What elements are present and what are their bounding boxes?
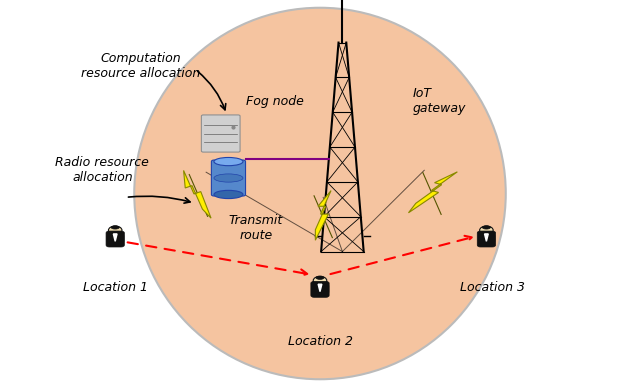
Polygon shape (492, 235, 494, 241)
Ellipse shape (134, 8, 506, 379)
Circle shape (313, 276, 327, 284)
Polygon shape (184, 170, 211, 218)
Text: Fog node: Fog node (246, 95, 304, 108)
Polygon shape (484, 234, 488, 241)
Text: Location 1: Location 1 (83, 281, 148, 294)
Ellipse shape (214, 174, 243, 182)
Text: Location 3: Location 3 (460, 281, 525, 294)
FancyBboxPatch shape (477, 231, 495, 247)
Polygon shape (326, 285, 328, 292)
Text: Location 2: Location 2 (287, 335, 353, 348)
Ellipse shape (483, 226, 490, 229)
FancyArrowPatch shape (127, 242, 307, 276)
Ellipse shape (214, 158, 243, 166)
FancyBboxPatch shape (311, 281, 329, 297)
FancyBboxPatch shape (211, 160, 246, 196)
Text: Radio resource
allocation: Radio resource allocation (56, 156, 149, 184)
Polygon shape (408, 172, 458, 213)
Ellipse shape (111, 226, 119, 229)
Ellipse shape (316, 276, 324, 279)
Circle shape (479, 226, 493, 234)
Ellipse shape (214, 190, 243, 199)
Text: IoT
gateway: IoT gateway (413, 87, 466, 115)
Polygon shape (312, 285, 314, 292)
Polygon shape (318, 284, 322, 292)
Circle shape (108, 226, 122, 234)
Text: Transmit
route: Transmit route (229, 214, 283, 242)
FancyArrowPatch shape (330, 236, 472, 274)
Polygon shape (479, 235, 481, 241)
Polygon shape (113, 234, 117, 241)
Polygon shape (316, 190, 331, 240)
Text: Computation
resource allocation: Computation resource allocation (81, 52, 200, 80)
Polygon shape (121, 235, 123, 241)
Polygon shape (108, 235, 109, 241)
FancyBboxPatch shape (202, 115, 240, 152)
FancyBboxPatch shape (106, 231, 124, 247)
